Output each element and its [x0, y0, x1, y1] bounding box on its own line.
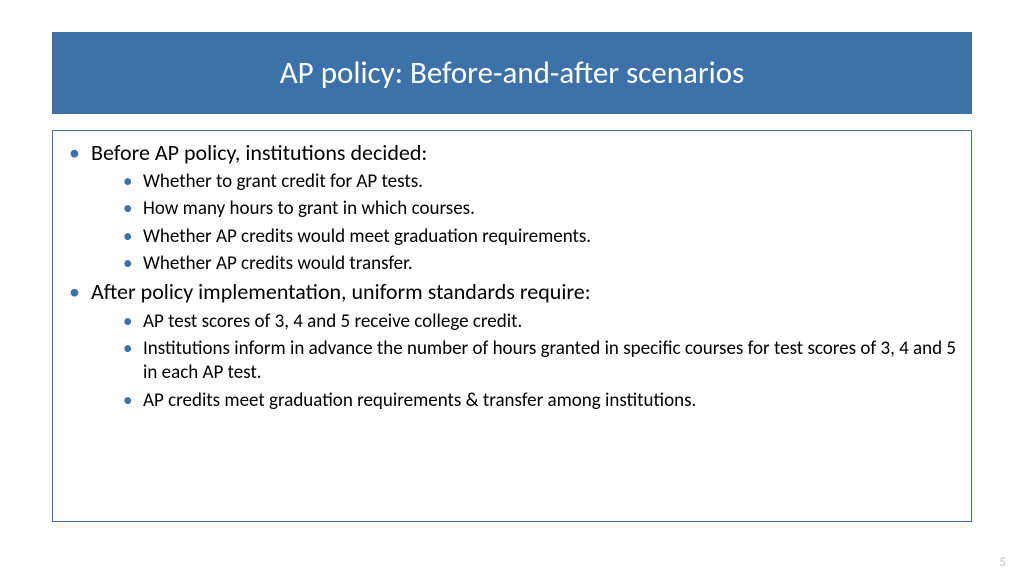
list-item: Whether to grant credit for AP tests.: [121, 170, 957, 194]
page-number: 5: [999, 555, 1006, 570]
title-bar: AP policy: Before-and-after scenarios: [52, 32, 972, 114]
content-box: Before AP policy, institutions decided: …: [52, 130, 972, 522]
section-heading: After policy implementation, uniform sta…: [67, 278, 957, 412]
list-item: Whether AP credits would transfer.: [121, 252, 957, 276]
list-item: How many hours to grant in which courses…: [121, 197, 957, 221]
list-item: AP test scores of 3, 4 and 5 receive col…: [121, 310, 957, 334]
slide: AP policy: Before-and-after scenarios Be…: [0, 0, 1024, 576]
sub-list: AP test scores of 3, 4 and 5 receive col…: [91, 310, 957, 413]
list-item: AP credits meet graduation requirements …: [121, 389, 957, 413]
bullet-list: Before AP policy, institutions decided: …: [67, 139, 957, 413]
list-item: Whether AP credits would meet graduation…: [121, 225, 957, 249]
section-heading: Before AP policy, institutions decided: …: [67, 139, 957, 276]
section-heading-text: Before AP policy, institutions decided:: [91, 139, 427, 166]
slide-title: AP policy: Before-and-after scenarios: [280, 56, 745, 90]
list-item: Institutions inform in advance the numbe…: [121, 337, 957, 386]
sub-list: Whether to grant credit for AP tests. Ho…: [91, 170, 957, 276]
section-heading-text: After policy implementation, uniform sta…: [91, 278, 591, 305]
